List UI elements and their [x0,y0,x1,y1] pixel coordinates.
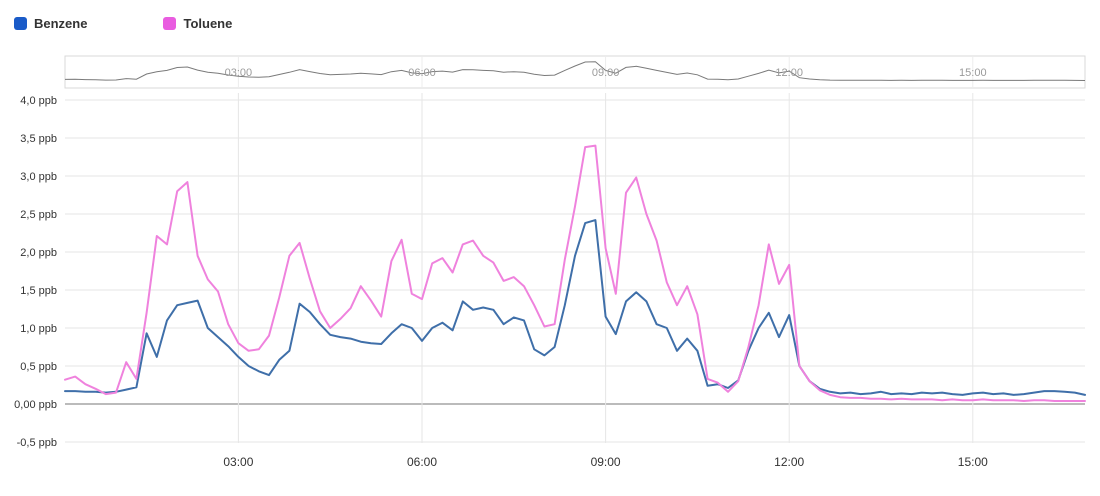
navigator-tick-label: 03:00 [225,67,253,79]
y-axis-label: 3,0 ppb [20,171,57,183]
navigator-tick-label: 15:00 [959,67,987,79]
navigator[interactable] [64,55,1086,89]
y-axis-label: 3,5 ppb [20,133,57,145]
y-axis-label: 1,0 ppb [20,323,57,335]
benzene-series-line [64,219,1086,396]
y-axis-label: 2,0 ppb [20,247,57,259]
y-axis-label: 1,5 ppb [20,285,57,297]
y-axis-label: 0,00 ppb [14,399,57,411]
y-axis-label: 4,0 ppb [20,95,57,107]
x-axis-label: 12:00 [774,455,804,469]
toluene-legend-label: Toluene [183,16,233,31]
y-axis-label: 2,5 ppb [20,209,57,221]
benzene-legend-label: Benzene [34,16,88,31]
legend: Benzene Toluene [14,16,232,31]
legend-item-benzene[interactable]: Benzene [14,16,87,31]
x-axis-label: 03:00 [223,455,253,469]
y-axis-label: 0,5 ppb [20,361,57,373]
navigator-tick-label: 12:00 [775,67,803,79]
toluene-legend-swatch [163,17,177,30]
main-plot-area[interactable] [64,93,1086,443]
navigator-series-line [64,61,1086,81]
legend-item-toluene[interactable]: Toluene [163,16,232,31]
navigator-outline[interactable] [64,55,1086,89]
navigator-tick-label: 09:00 [592,67,620,79]
x-axis-label: 09:00 [591,455,621,469]
toluene-series-line [64,144,1086,402]
x-axis-label: 15:00 [958,455,988,469]
y-axis-label: -0,5 ppb [17,437,57,449]
x-axis-label: 06:00 [407,455,437,469]
benzene-legend-swatch [14,17,27,30]
navigator-tick-label: 06:00 [408,67,436,79]
